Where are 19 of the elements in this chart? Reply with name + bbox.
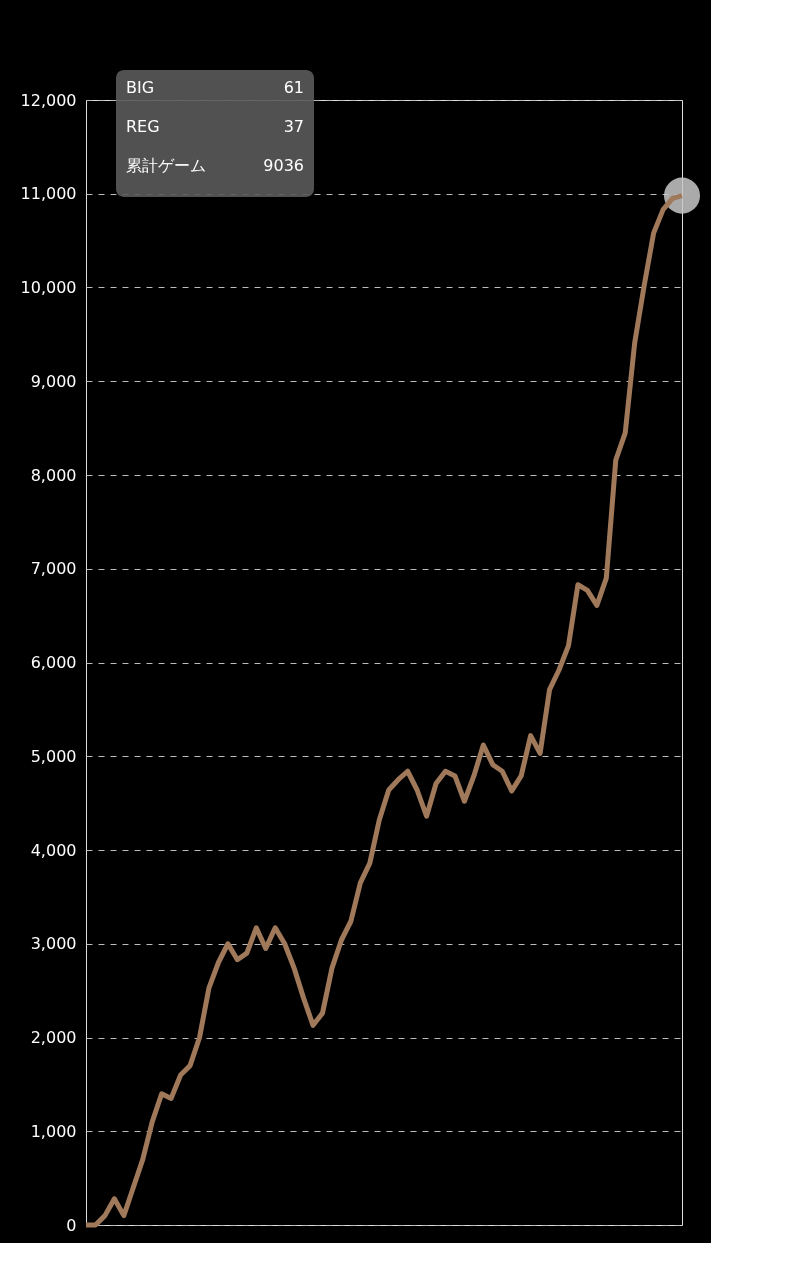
y-tick-label: 4,000 xyxy=(30,840,77,860)
annotation: 累計ゲーム xyxy=(126,156,206,175)
y-tick-label: 10,000 xyxy=(20,278,77,297)
annotation: 37 xyxy=(283,117,304,136)
y-tick-label: 11,000 xyxy=(20,184,77,204)
y-tick-label: 9,000 xyxy=(30,371,77,391)
y-tick-label: 8,000 xyxy=(30,465,77,485)
y-tick-label: 7,000 xyxy=(30,559,77,579)
y-tick-label: 3,000 xyxy=(30,934,77,954)
annotation: 9036 xyxy=(263,156,304,175)
y-tick-label: 0 xyxy=(66,1215,77,1235)
y-tick-label: 6,000 xyxy=(30,653,77,672)
y-tick-label: 2,000 xyxy=(30,1028,77,1047)
y-tick-label: 5,000 xyxy=(30,746,77,766)
text: BIG xyxy=(126,78,155,97)
text: 61 xyxy=(283,78,304,97)
y-tick-label: 12,000 xyxy=(20,90,77,110)
y-tick-label: 1,000 xyxy=(30,1121,77,1141)
annotation: REG xyxy=(126,117,160,136)
